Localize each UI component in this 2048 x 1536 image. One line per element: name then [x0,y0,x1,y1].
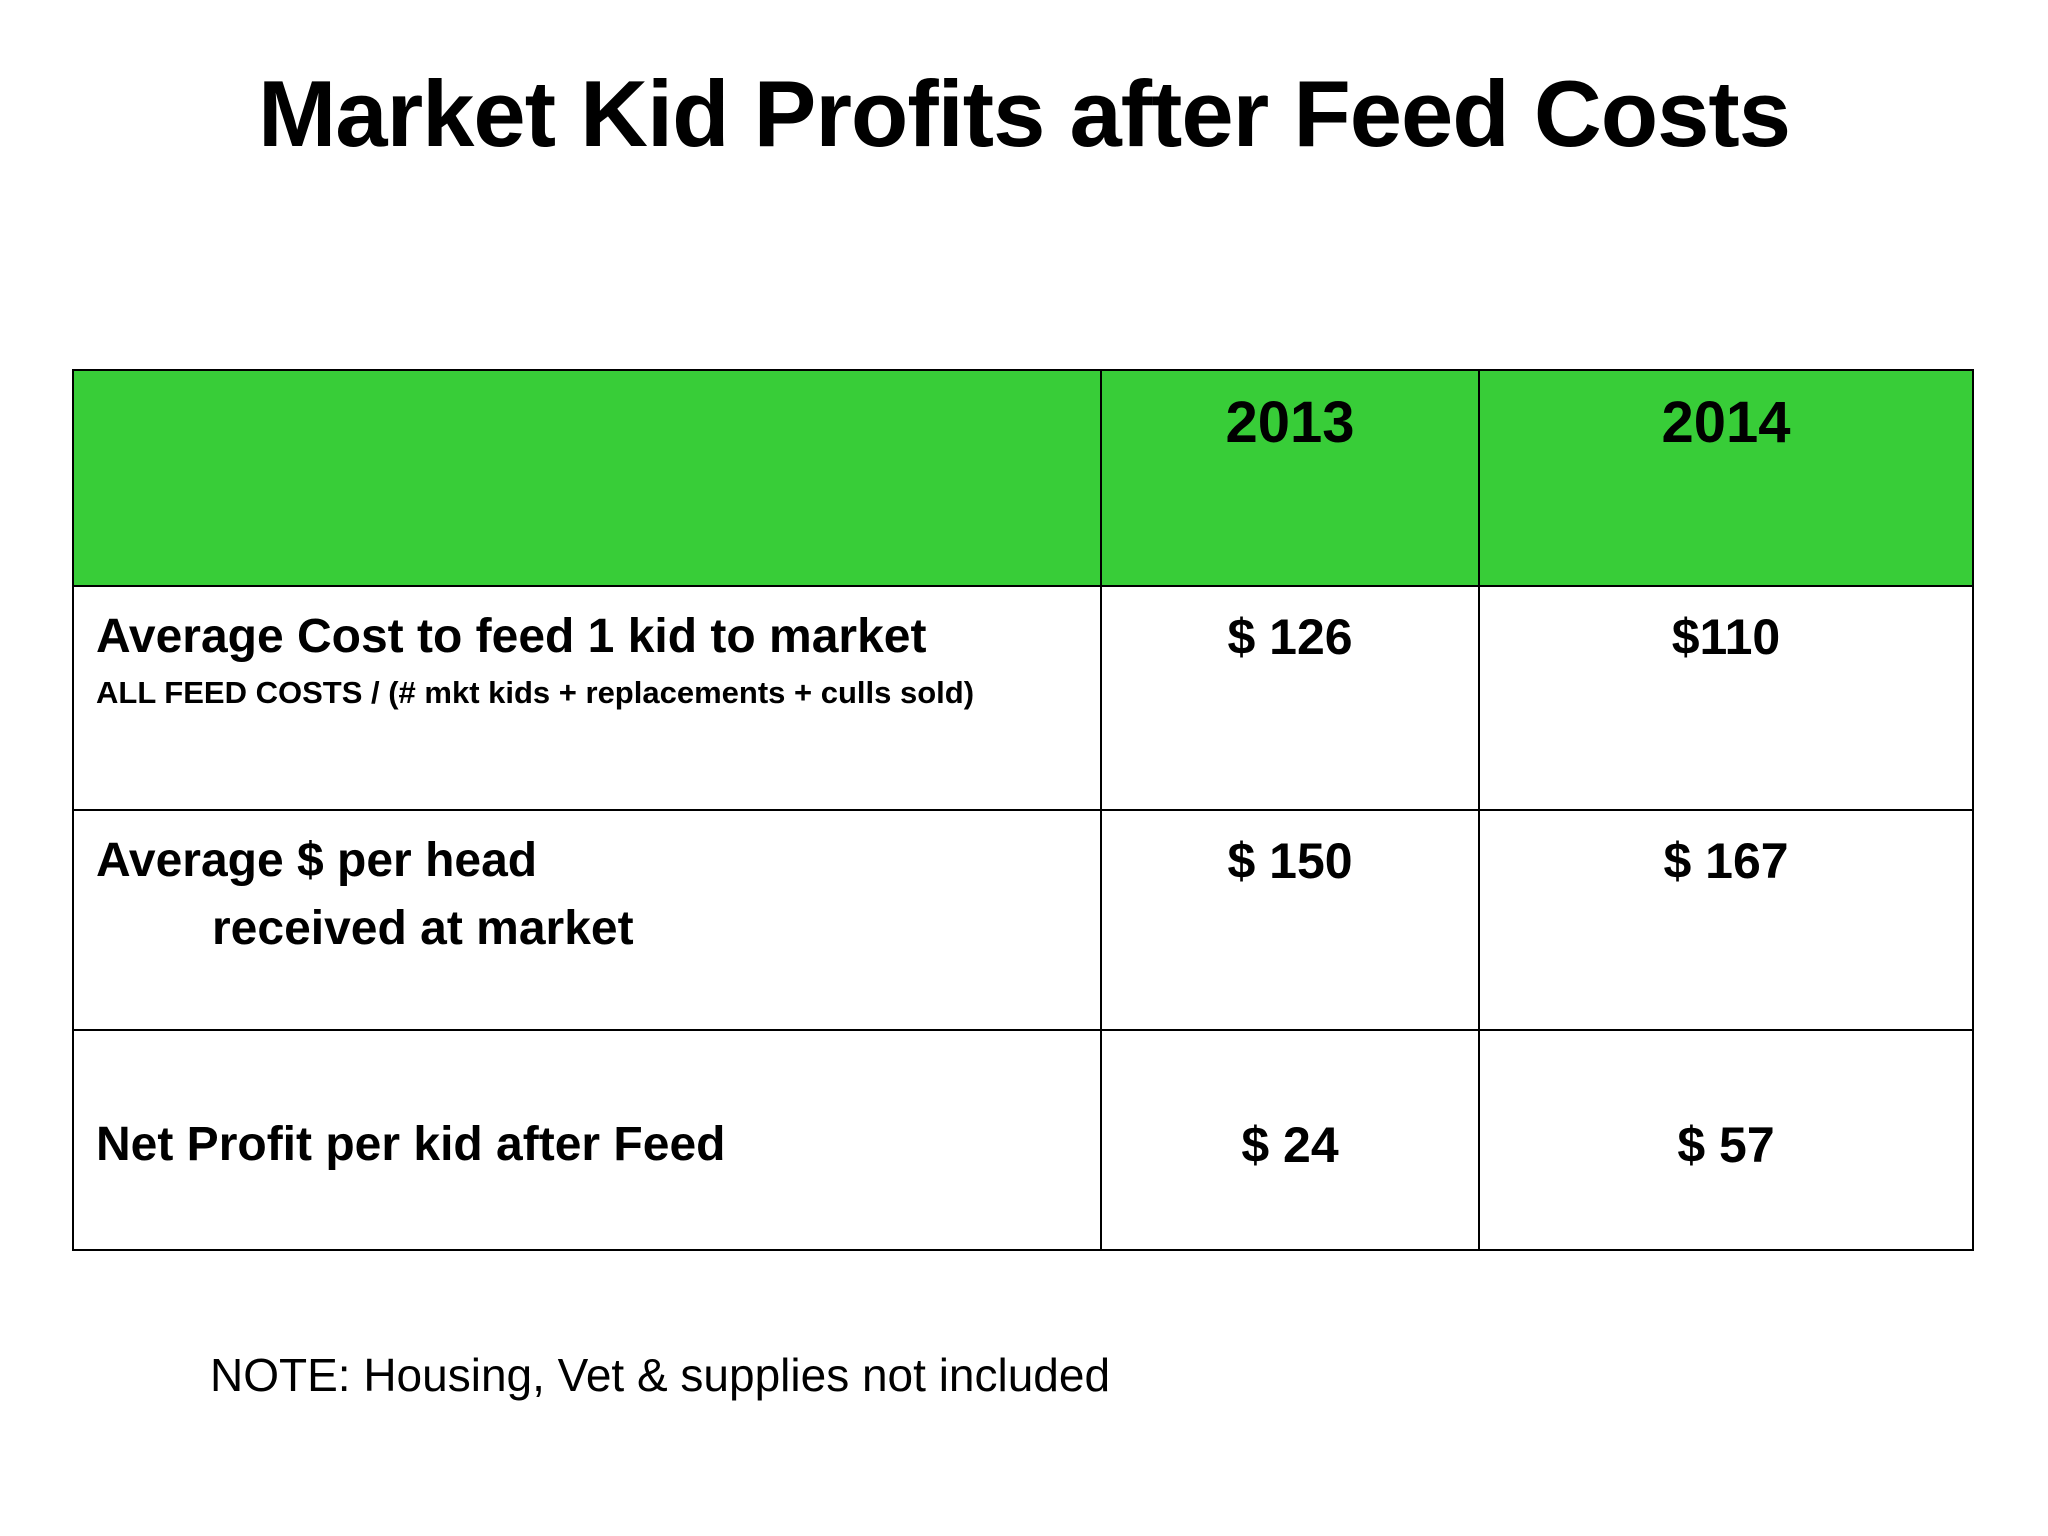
row-label-cell: Average $ per head received at market [72,809,1102,1031]
table-row: Net Profit per kid after Feed $ 24 $ 57 [72,1029,1974,1251]
header-cell-2014: 2014 [1478,369,1974,587]
value-2014: $110 [1478,585,1974,811]
footnote: NOTE: Housing, Vet & supplies not includ… [210,1349,1111,1401]
profit-table: 2013 2014 Average Cost to feed 1 kid to … [72,369,1974,1251]
value-2013: $ 126 [1100,585,1480,811]
slide-title: Market Kid Profits after Feed Costs [257,61,1791,166]
row-label-line2: received at market [212,902,634,955]
value-2013: $ 150 [1100,809,1480,1031]
row-label: Net Profit per kid after Feed [96,1118,726,1171]
table-row: Average $ per head received at market $ … [72,809,1974,1031]
table-header-row: 2013 2014 [72,369,1974,587]
row-label-cell: Average Cost to feed 1 kid to market ALL… [72,585,1102,811]
table-row: Average Cost to feed 1 kid to market ALL… [72,585,1974,811]
value-2013: $ 24 [1100,1029,1480,1251]
value-2014: $ 57 [1478,1029,1974,1251]
row-label: Average Cost to feed 1 kid to market [96,610,927,663]
row-sublabel: ALL FEED COSTS / (# mkt kids + replaceme… [96,675,975,710]
value-2014: $ 167 [1478,809,1974,1031]
header-cell-2013: 2013 [1100,369,1480,587]
row-label-cell: Net Profit per kid after Feed [72,1029,1102,1251]
row-label: Average $ per head [96,834,538,887]
header-cell-label [72,369,1102,587]
